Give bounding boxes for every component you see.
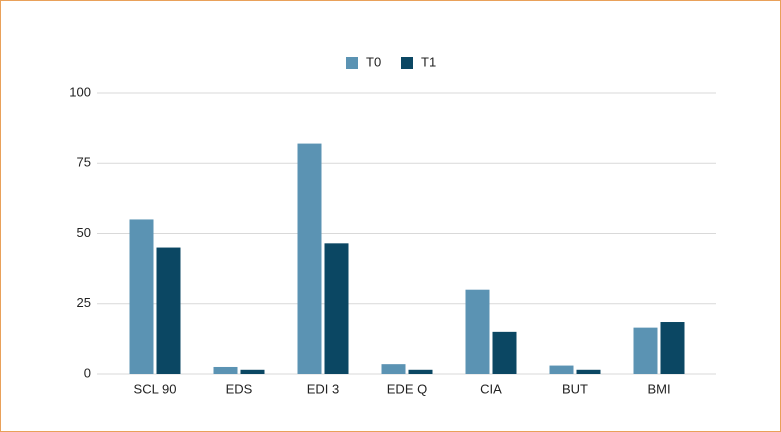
x-tick-label: BUT <box>562 381 588 396</box>
legend-swatch <box>346 57 358 69</box>
x-tick-label: CIA <box>480 381 502 396</box>
bar <box>492 331 517 374</box>
bar <box>240 369 265 374</box>
legend-label: T0 <box>366 54 381 69</box>
x-tick-label: EDI 3 <box>307 381 340 396</box>
bar <box>213 366 238 374</box>
bar <box>297 143 322 374</box>
legend-swatch <box>401 57 413 69</box>
bar <box>129 219 154 374</box>
y-tick-label: 25 <box>77 295 91 310</box>
y-tick-label: 75 <box>77 155 91 170</box>
bar <box>549 365 574 374</box>
y-tick-label: 100 <box>69 84 91 99</box>
x-tick-label: EDE Q <box>387 381 427 396</box>
x-tick-label: SCL 90 <box>134 381 177 396</box>
bar <box>381 364 406 374</box>
bar <box>660 322 685 374</box>
x-tick-label: EDS <box>226 381 253 396</box>
bar <box>156 247 181 374</box>
bar <box>324 243 349 374</box>
y-tick-label: 0 <box>84 365 91 380</box>
x-tick-label: BMI <box>647 381 670 396</box>
bar <box>633 327 658 374</box>
y-tick-label: 50 <box>77 225 91 240</box>
legend-label: T1 <box>421 54 436 69</box>
bar <box>576 369 601 374</box>
bar <box>465 289 490 374</box>
bar <box>408 369 433 374</box>
